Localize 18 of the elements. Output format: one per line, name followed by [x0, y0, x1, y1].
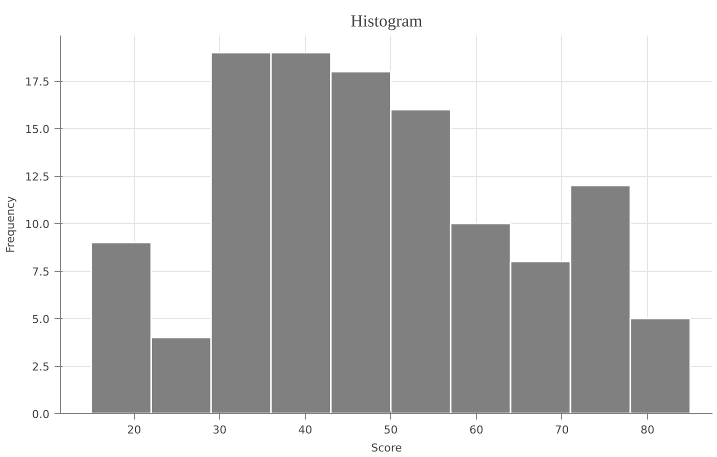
y-axis-title: Frequency [4, 196, 18, 253]
x-tick-label: 80 [640, 424, 654, 436]
x-tick-label: 50 [384, 424, 398, 436]
y-tick-label: 10.0 [25, 218, 50, 232]
y-tick-label: 2.5 [32, 360, 50, 374]
x-tick-label: 60 [469, 424, 484, 436]
y-tick-label: 12.5 [25, 170, 50, 184]
y-tick-label: 7.5 [32, 266, 50, 279]
x-axis-title: Score [371, 442, 402, 454]
x-tick-label: 30 [212, 424, 227, 436]
y-tick-label: 5.0 [32, 313, 50, 326]
x-tick-label: 20 [127, 424, 142, 436]
x-tick-label: 40 [298, 424, 312, 436]
y-tick-label: 0.0 [32, 408, 50, 421]
y-tick-label: 15.0 [25, 123, 50, 136]
y-tick-label: 17.5 [25, 76, 50, 89]
chart-title: Histogram [350, 12, 422, 30]
x-tick-label: 70 [554, 424, 569, 436]
